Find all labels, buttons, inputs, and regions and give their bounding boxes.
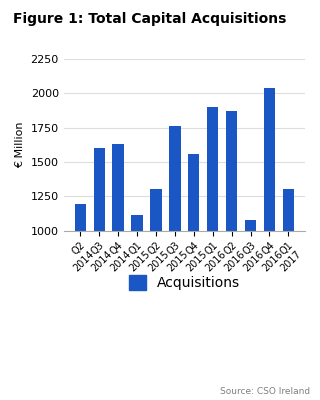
Bar [264,88,275,368]
Bar [169,126,180,368]
Bar [112,144,124,368]
Bar [75,204,86,368]
Bar [150,189,162,368]
Bar [207,107,218,368]
Bar [245,220,256,368]
Legend: Acquisitions: Acquisitions [123,270,245,296]
Bar [283,190,294,368]
Text: Figure 1: Total Capital Acquisitions: Figure 1: Total Capital Acquisitions [13,12,286,26]
Y-axis label: € Million: € Million [15,122,25,168]
Bar [132,216,143,368]
Text: Source: CSO Ireland: Source: CSO Ireland [220,387,310,396]
Bar [226,111,237,368]
Bar [93,148,105,368]
Bar [188,154,199,368]
